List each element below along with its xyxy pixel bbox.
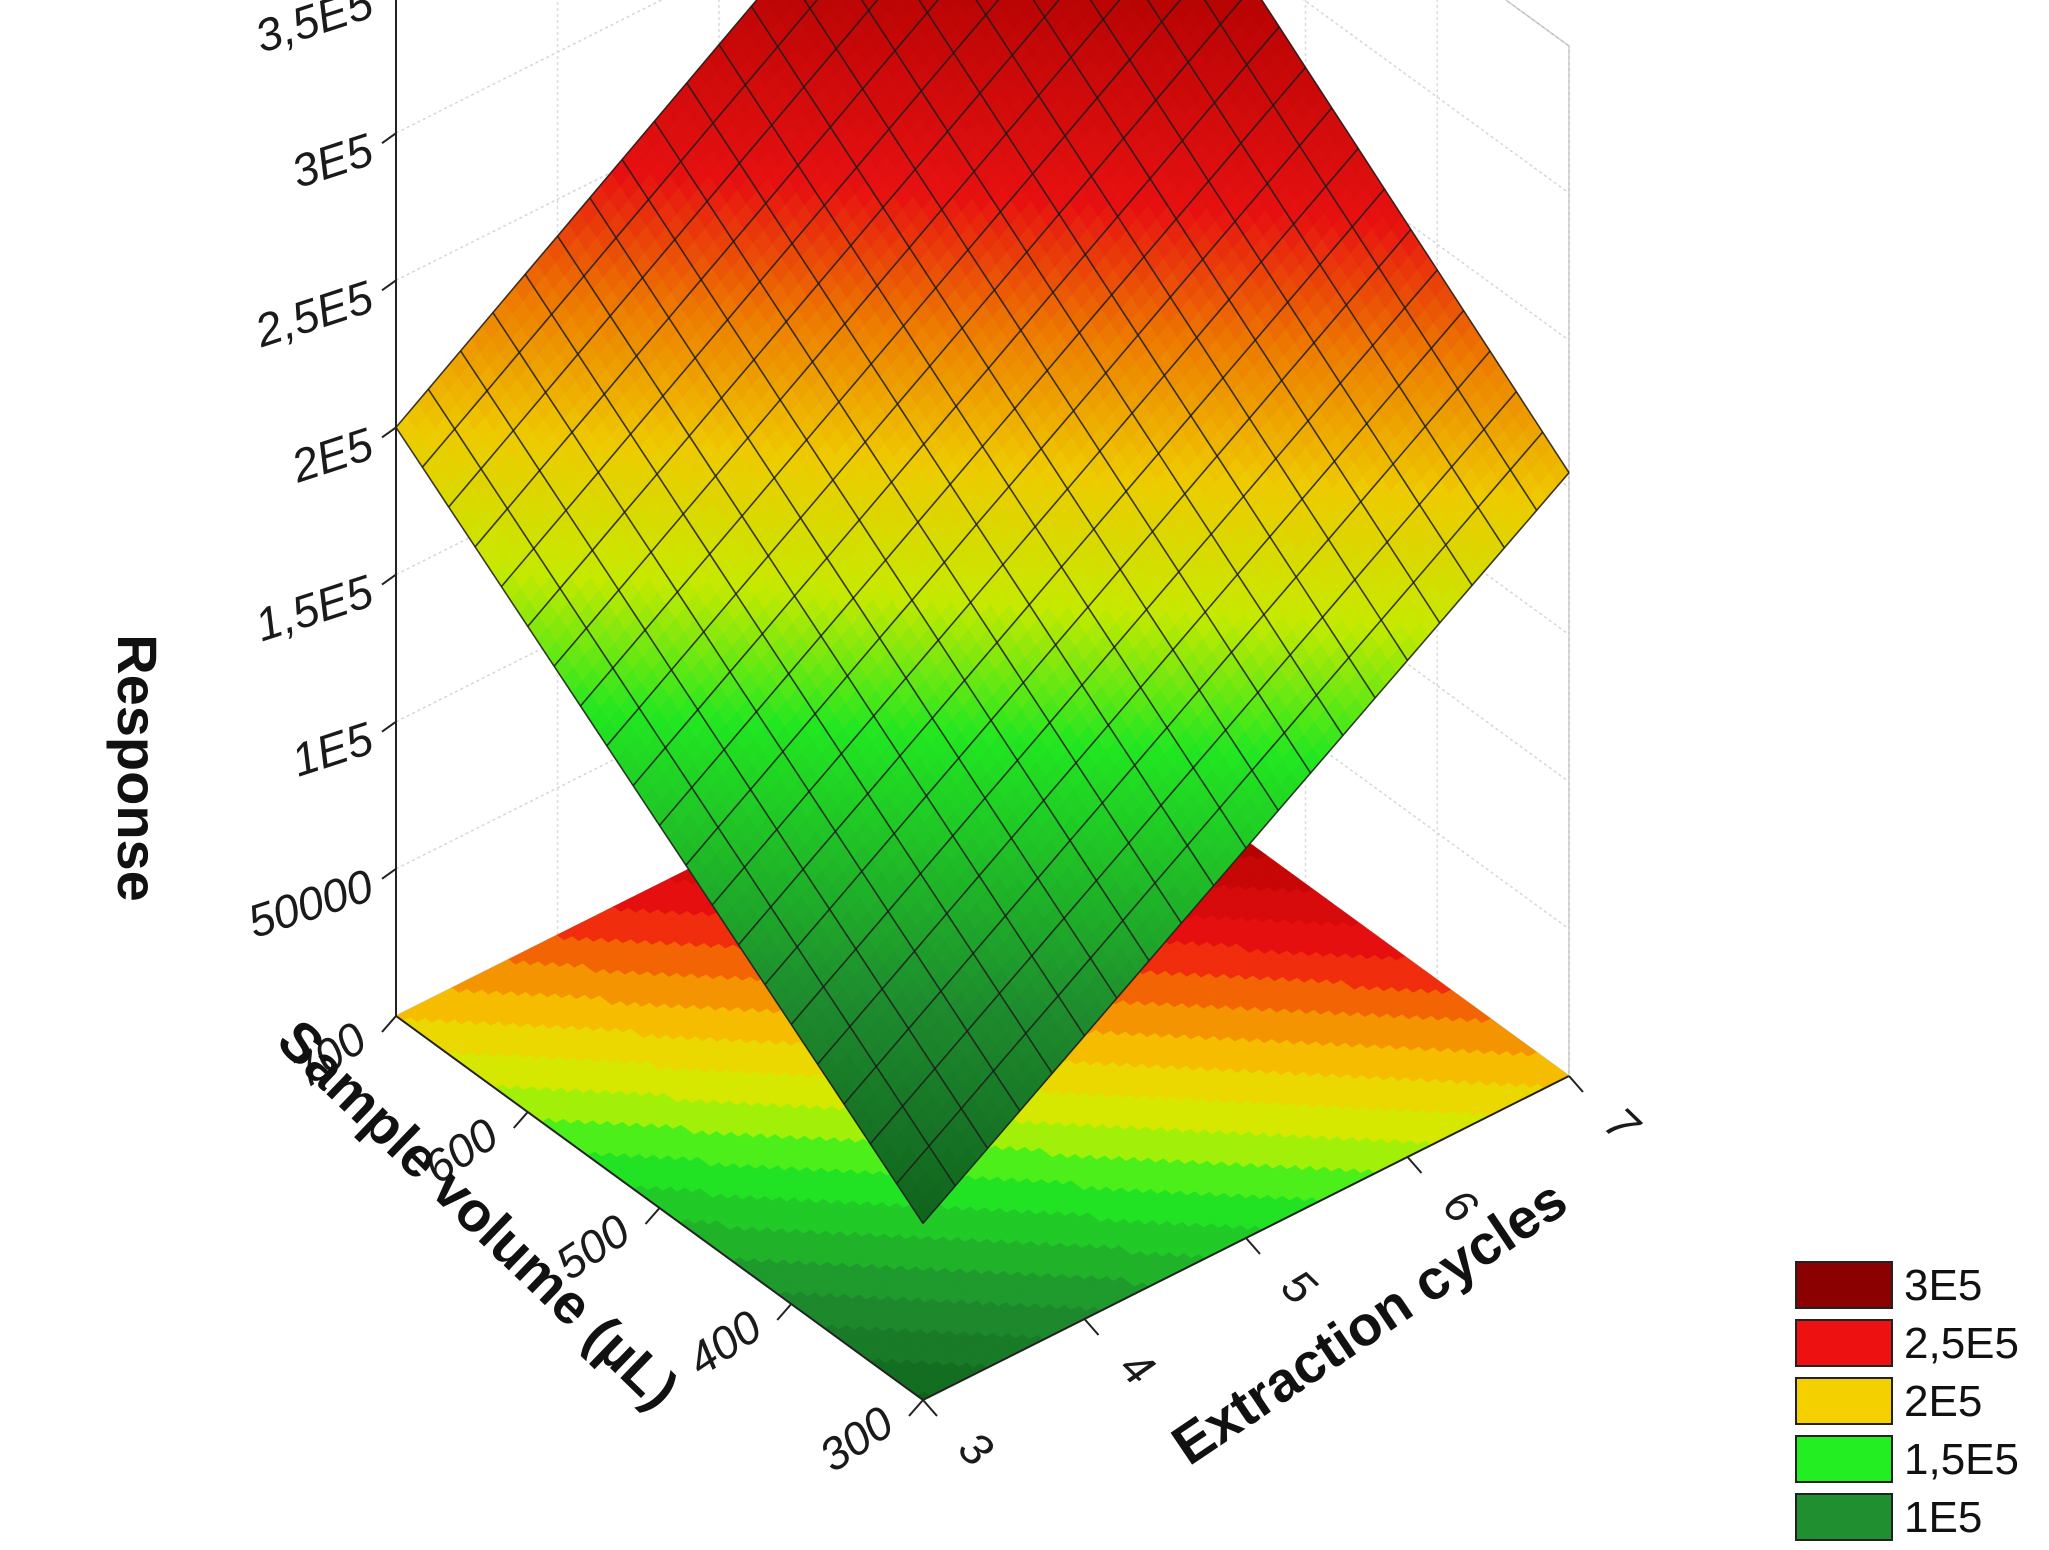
wall-gridline-z — [395, 0, 1570, 194]
